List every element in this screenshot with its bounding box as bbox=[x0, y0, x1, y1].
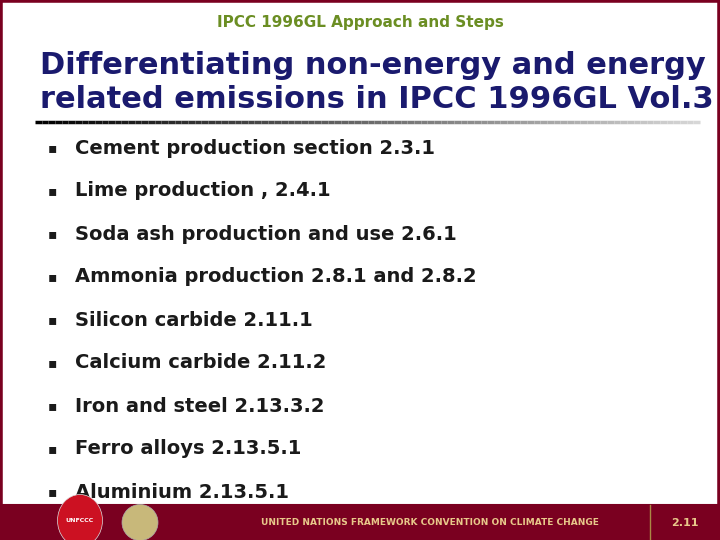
Text: IPCC 1996GL Approach and Steps: IPCC 1996GL Approach and Steps bbox=[217, 15, 503, 30]
Text: Lime production , 2.4.1: Lime production , 2.4.1 bbox=[75, 181, 330, 200]
Text: Soda ash production and use 2.6.1: Soda ash production and use 2.6.1 bbox=[75, 225, 456, 244]
Text: 2.11: 2.11 bbox=[671, 517, 698, 528]
Text: Silicon carbide 2.11.1: Silicon carbide 2.11.1 bbox=[75, 310, 312, 329]
Bar bbox=[0, 505, 720, 540]
Text: Ferro alloys 2.13.5.1: Ferro alloys 2.13.5.1 bbox=[75, 440, 302, 458]
Text: Differentiating non-energy and energy: Differentiating non-energy and energy bbox=[40, 51, 706, 79]
Text: UNITED NATIONS FRAMEWORK CONVENTION ON CLIMATE CHANGE: UNITED NATIONS FRAMEWORK CONVENTION ON C… bbox=[261, 518, 599, 527]
Text: Ammonia production 2.8.1 and 2.8.2: Ammonia production 2.8.1 and 2.8.2 bbox=[75, 267, 477, 287]
Text: ▪: ▪ bbox=[48, 399, 57, 413]
Text: ▪: ▪ bbox=[48, 313, 57, 327]
Text: ▪: ▪ bbox=[48, 270, 57, 284]
Text: ▪: ▪ bbox=[48, 485, 57, 499]
Text: ▪: ▪ bbox=[48, 442, 57, 456]
Text: Cement production section 2.3.1: Cement production section 2.3.1 bbox=[75, 138, 435, 158]
Ellipse shape bbox=[58, 495, 102, 540]
Text: ▪: ▪ bbox=[48, 184, 57, 198]
Text: related emissions in IPCC 1996GL Vol.3: related emissions in IPCC 1996GL Vol.3 bbox=[40, 85, 714, 114]
Text: Calcium carbide 2.11.2: Calcium carbide 2.11.2 bbox=[75, 354, 326, 373]
Text: Iron and steel 2.13.3.2: Iron and steel 2.13.3.2 bbox=[75, 396, 325, 415]
Text: ▪: ▪ bbox=[48, 141, 57, 155]
Text: UNFCCC: UNFCCC bbox=[66, 518, 94, 523]
Text: ▪: ▪ bbox=[48, 356, 57, 370]
Circle shape bbox=[122, 504, 158, 540]
Text: Aluminium 2.13.5.1: Aluminium 2.13.5.1 bbox=[75, 483, 289, 502]
Text: ▪: ▪ bbox=[48, 227, 57, 241]
